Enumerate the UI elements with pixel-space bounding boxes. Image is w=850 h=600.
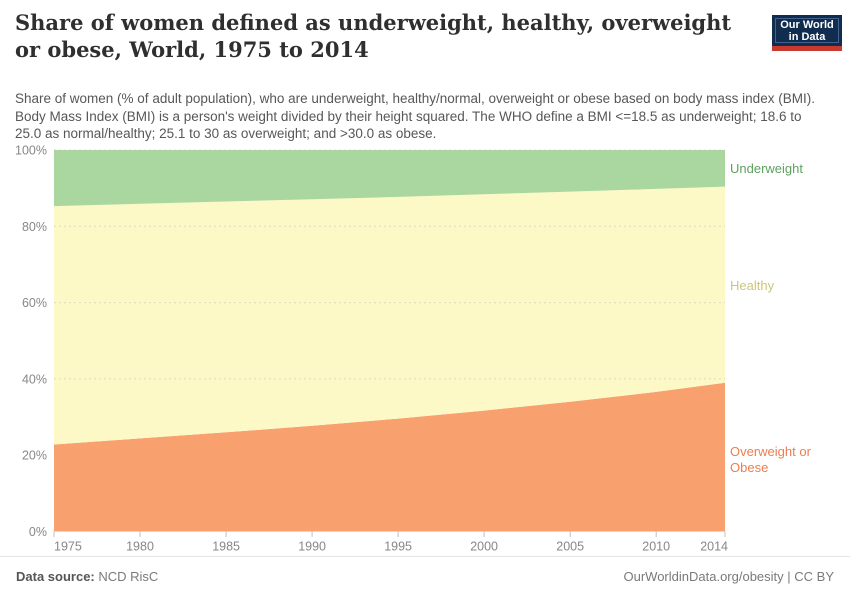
owid-logo: Our World in Data [772,15,842,51]
attribution-link[interactable]: OurWorldinData.org/obesity | CC BY [623,569,835,584]
svg-text:1995: 1995 [384,540,412,554]
svg-text:20%: 20% [22,449,47,463]
data-source: Data source: NCD RisC [16,569,158,584]
svg-text:60%: 60% [22,296,47,310]
data-source-value: NCD RisC [94,569,159,584]
data-source-label: Data source: [16,569,95,584]
svg-text:2010: 2010 [642,540,670,554]
svg-text:1980: 1980 [126,540,154,554]
svg-text:1990: 1990 [298,540,326,554]
svg-text:1985: 1985 [212,540,240,554]
logo-text-line2: in Data [788,30,826,43]
svg-text:100%: 100% [15,144,47,158]
series-label-healthy: Healthy [730,278,775,293]
svg-text:2000: 2000 [470,540,498,554]
svg-text:40%: 40% [22,372,47,386]
series-label-overweight-or-obese: Overweight or Obese [730,444,811,475]
svg-text:1975: 1975 [54,540,82,554]
chart-subtitle: Share of women (% of adult population), … [15,91,815,141]
logo-text-line1: Our World [780,18,834,31]
logo-inner-border [775,18,839,43]
chart-footer: Data source: NCD RisC OurWorldinData.org… [0,556,850,600]
series-label-underweight: Underweight [730,161,803,176]
page-title: Share of women defined as underweight, h… [15,10,732,62]
svg-text:2014: 2014 [700,540,728,554]
svg-text:80%: 80% [22,220,47,234]
svg-text:2005: 2005 [556,540,584,554]
stacked-area-chart: 0% 20% 40% 60% 80% 100% 1975 1980 1985 1990 1995 20… [15,144,728,554]
svg-text:0%: 0% [29,525,47,539]
